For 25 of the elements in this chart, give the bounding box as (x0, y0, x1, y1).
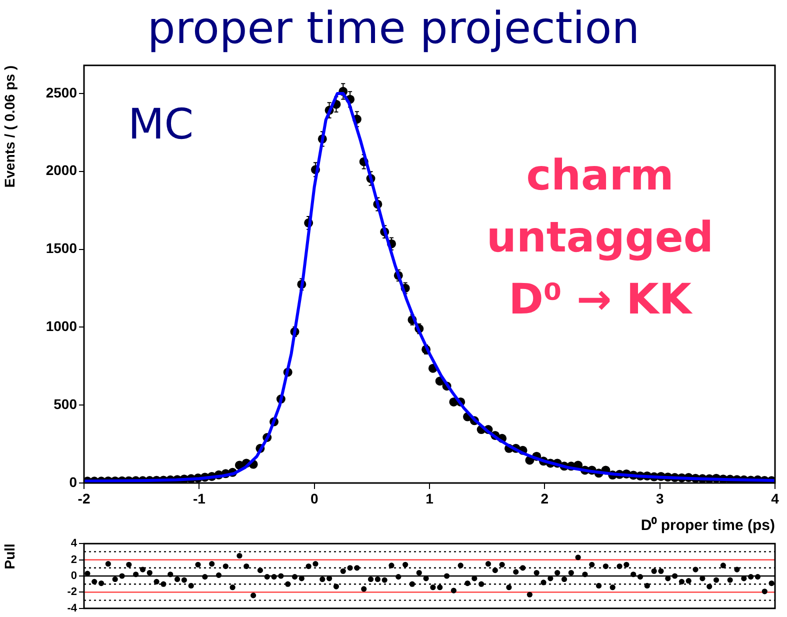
x-tick-label: -1 (192, 490, 206, 506)
y-tick-label: 2 (70, 554, 77, 566)
x-tick-label: 3 (656, 490, 664, 506)
annotation: charm (526, 150, 674, 200)
chart-title: proper time projection (146, 2, 641, 56)
x-tick-label: 1 (426, 490, 434, 506)
annotation: D⁰ → KK (508, 274, 693, 324)
y-tick-label: 4 (70, 538, 78, 550)
y-tick-label: -2 (67, 586, 77, 598)
x-tick-label: 0 (310, 490, 318, 506)
y-tick-label: 1500 (46, 240, 78, 256)
y-tick-label: 2500 (46, 84, 78, 100)
y-tick-label: 2000 (46, 162, 78, 178)
y-tick-label: -4 (67, 602, 78, 614)
x-tick-label: 2 (540, 490, 549, 506)
annotation: MC (128, 99, 194, 148)
y-axis-title: Pull (1, 544, 18, 570)
y-axis-title: Events / ( 0.06 ps ) (1, 65, 18, 188)
y-tick-label: 1000 (46, 318, 78, 334)
y-tick-label: 0 (69, 474, 78, 490)
y-tick-label: 0 (70, 570, 77, 582)
annotation: untagged (486, 212, 714, 262)
y-tick-label: 500 (54, 396, 78, 412)
x-tick-label: 4 (771, 490, 780, 506)
x-axis-title: D⁰ proper time (ps) (640, 516, 775, 534)
